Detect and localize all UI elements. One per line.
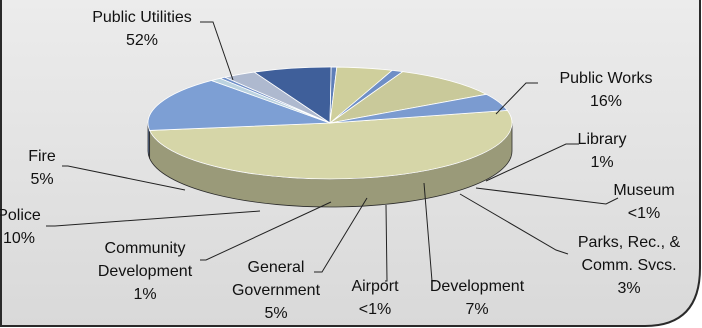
slice-labels: Public Utilities 52% Public Works 16% Librar… — [0, 9, 680, 322]
slice-name-8: Community — [105, 240, 186, 257]
leader-line-6 — [385, 204, 388, 282]
leader-line-2 — [485, 143, 579, 182]
leader-line-7 — [314, 197, 368, 273]
leader-line-1 — [495, 82, 538, 115]
leader-line-10 — [62, 165, 186, 191]
slice-percent-2: 1% — [590, 154, 613, 171]
slice-percent-6: <1% — [359, 301, 391, 318]
leader-line-4 — [459, 193, 569, 255]
slice-name-9: Police — [0, 207, 41, 224]
slice-name-3: Museum — [613, 182, 674, 199]
slice-label-3: Museum <1% — [613, 182, 674, 222]
leader-line-9 — [46, 210, 261, 227]
slice-label-4: Parks, Rec., & Comm. Svcs. 3% — [578, 234, 681, 297]
slice-percent-3: <1% — [628, 205, 660, 222]
slice-name-8: Development — [98, 263, 193, 280]
slice-label-0: Public Utilities 52% — [92, 9, 192, 49]
slice-name-5: Development — [430, 278, 525, 295]
slice-label-5: Development 7% — [430, 278, 525, 318]
slice-name-0: Public Utilities — [92, 9, 192, 26]
slice-percent-0: 52% — [126, 32, 158, 49]
slice-label-9: Police 10% — [0, 207, 41, 247]
slice-label-6: Airport <1% — [351, 278, 399, 318]
slice-percent-10: 5% — [30, 171, 53, 188]
leader-lines — [46, 21, 619, 282]
slice-label-2: Library 1% — [578, 131, 627, 171]
slice-name-4: Parks, Rec., & — [578, 234, 681, 251]
slice-name-4: Comm. Svcs. — [581, 257, 676, 274]
leader-line-8 — [200, 201, 332, 261]
slice-percent-5: 7% — [465, 301, 488, 318]
slice-label-10: Fire 5% — [28, 148, 56, 188]
slice-label-8: Community Development 1% — [98, 240, 193, 303]
leader-line-3 — [475, 187, 619, 205]
leader-line-5 — [423, 182, 436, 282]
slice-percent-8: 1% — [133, 286, 156, 303]
slice-top-0 — [149, 109, 513, 180]
slice-percent-1: 16% — [590, 93, 622, 110]
slice-percent-4: 3% — [617, 280, 640, 297]
slice-name-6: Airport — [351, 278, 399, 295]
slice-name-1: Public Works — [559, 70, 652, 87]
slice-percent-9: 10% — [3, 230, 35, 247]
slice-name-2: Library — [578, 131, 627, 148]
slice-name-10: Fire — [28, 148, 56, 165]
slice-label-1: Public Works 16% — [559, 70, 652, 110]
slice-top-9 — [329, 71, 488, 124]
slice-name-7: General — [248, 259, 305, 276]
slice-top-1 — [147, 80, 331, 131]
slice-label-7: General Government 5% — [232, 259, 321, 322]
slice-name-7: Government — [232, 282, 321, 299]
pie-slices — [147, 66, 513, 208]
slice-top-10 — [329, 93, 509, 124]
leader-line-0 — [200, 21, 234, 81]
slice-percent-7: 5% — [264, 305, 287, 322]
